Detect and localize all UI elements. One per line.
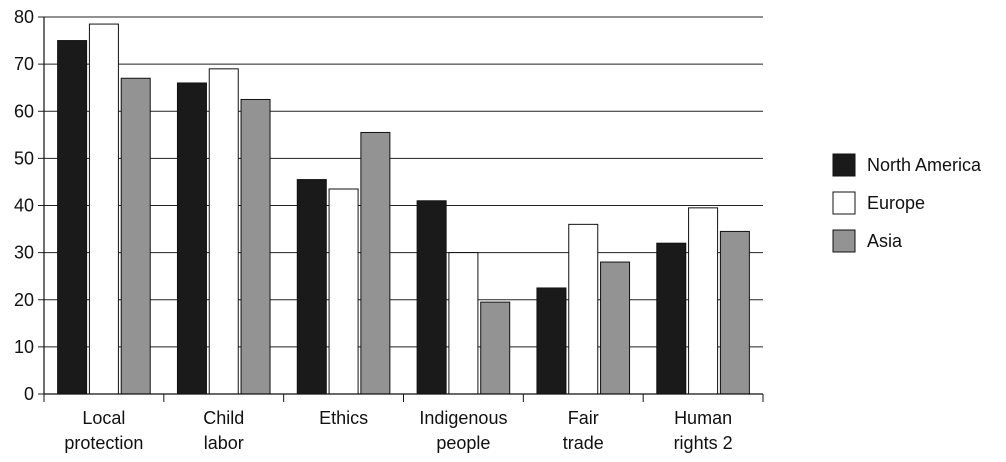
gridlines bbox=[44, 16, 763, 348]
x-axis-labels: Local protection Child labor Ethics Indigenou… bbox=[64, 408, 732, 453]
y-tick-label: 10 bbox=[14, 337, 34, 357]
y-tick-label: 30 bbox=[14, 243, 34, 263]
bar-asia bbox=[240, 98, 271, 395]
axes bbox=[43, 17, 764, 402]
legend-swatch-europe bbox=[832, 191, 856, 215]
x-category-label: Indigenous bbox=[419, 408, 507, 428]
bar-europe bbox=[688, 207, 719, 395]
x-category-label: protection bbox=[64, 433, 143, 453]
bar-asia bbox=[360, 131, 391, 395]
y-tick-label: 50 bbox=[14, 148, 34, 168]
legend: North America Europe Asia bbox=[832, 153, 982, 253]
bar-europe bbox=[448, 252, 479, 395]
bars bbox=[57, 23, 750, 395]
x-category-label: labor bbox=[204, 433, 244, 453]
legend-label: North America bbox=[867, 155, 982, 175]
bar-europe bbox=[328, 188, 359, 395]
y-tick-label: 0 bbox=[24, 384, 34, 404]
y-tick-label: 40 bbox=[14, 196, 34, 216]
bar-asia bbox=[480, 301, 511, 395]
legend-label: Europe bbox=[867, 193, 925, 213]
x-category-label: Fair bbox=[568, 408, 599, 428]
bar-asia bbox=[600, 261, 631, 395]
bar-europe bbox=[208, 68, 239, 395]
bar-north-america bbox=[656, 242, 687, 395]
bar-europe bbox=[568, 223, 599, 395]
bar-north-america bbox=[296, 179, 327, 395]
legend-swatch-north-america bbox=[832, 153, 856, 177]
x-category-label: Local bbox=[82, 408, 125, 428]
bar-europe bbox=[88, 23, 119, 395]
bar-asia bbox=[719, 230, 750, 395]
bar-asia bbox=[120, 77, 151, 395]
bar-north-america bbox=[176, 82, 207, 395]
legend-swatch-asia bbox=[832, 229, 856, 253]
y-tick-label: 20 bbox=[14, 290, 34, 310]
x-category-label: Human bbox=[674, 408, 732, 428]
x-category-label: rights 2 bbox=[674, 433, 733, 453]
y-tick-label: 70 bbox=[14, 54, 34, 74]
bar-north-america bbox=[536, 287, 567, 395]
y-tick-label: 60 bbox=[14, 101, 34, 121]
x-category-label: people bbox=[436, 433, 490, 453]
x-category-label: trade bbox=[563, 433, 604, 453]
bar-north-america bbox=[416, 200, 447, 395]
bar-north-america bbox=[57, 40, 88, 395]
x-category-label: Child bbox=[203, 408, 244, 428]
legend-label: Asia bbox=[867, 231, 903, 251]
y-tick-label: 80 bbox=[14, 7, 34, 27]
y-axis-ticks: 0 10 20 30 40 50 60 70 80 bbox=[14, 7, 44, 404]
x-category-label: Ethics bbox=[319, 408, 368, 428]
